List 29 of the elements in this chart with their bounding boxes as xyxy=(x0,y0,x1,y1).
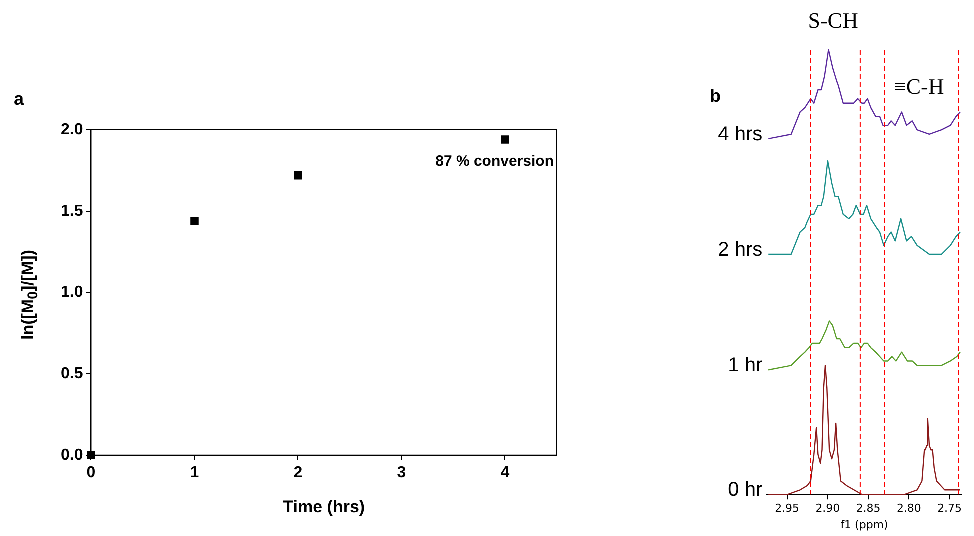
x-tick-label: 2.95 xyxy=(775,502,800,516)
text: b xyxy=(710,86,721,106)
y-tick-label: 2.0 xyxy=(60,121,84,138)
x-axis-title: f1 (ppm) xyxy=(840,518,888,532)
series-label: 0 hr xyxy=(728,479,763,502)
annotation: ≡C-H xyxy=(894,74,944,99)
annotation: 87 % conversion xyxy=(436,152,554,170)
text: S-CH xyxy=(808,8,858,33)
series-label: 4 hrs xyxy=(718,123,763,146)
x-tick-label: 2 xyxy=(294,464,303,482)
x-tick-label: 2.80 xyxy=(896,502,922,516)
series-label: 2 hrs xyxy=(718,239,763,262)
point xyxy=(501,136,510,144)
y-tick-label: 0.5 xyxy=(60,365,84,382)
point xyxy=(294,171,302,180)
x-tick-label: 0 xyxy=(86,464,96,482)
point xyxy=(190,216,199,226)
x-tick-label: 2.75 xyxy=(938,502,962,516)
x-tick-label: 2.85 xyxy=(856,502,881,516)
x-tick-label: 2.90 xyxy=(816,502,840,516)
x-tick-label: 4 xyxy=(500,464,510,482)
y-tick-label: 1.0 xyxy=(60,284,84,302)
y-tick-label: 0.0 xyxy=(60,446,84,464)
y-tick-label: 1.5 xyxy=(60,202,84,220)
series-label: 1 hr xyxy=(728,354,763,377)
x-axis-title: Time (hrs) xyxy=(283,497,366,516)
x-tick-label: 3 xyxy=(397,464,406,482)
x-tick-label: 1 xyxy=(190,464,200,482)
chart-title: a xyxy=(14,88,25,109)
